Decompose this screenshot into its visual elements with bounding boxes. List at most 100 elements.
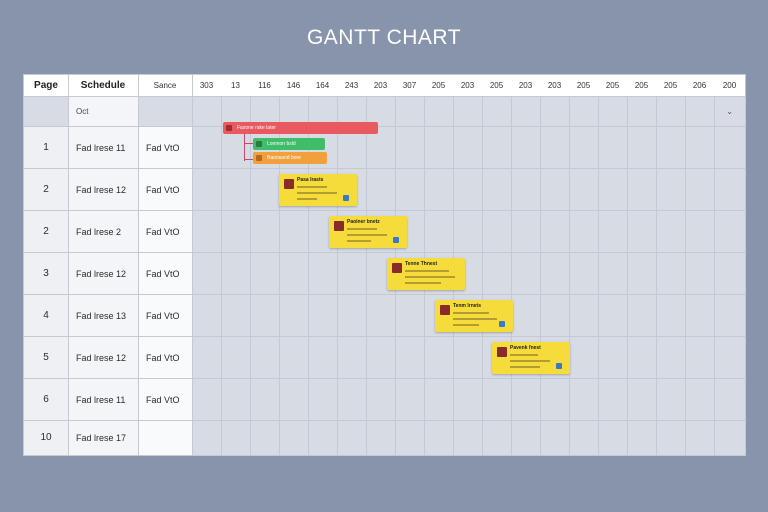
row-task: Fad lrese 12 xyxy=(76,185,127,195)
row-status: Fad VtO xyxy=(146,185,180,195)
task-bar-label: Lonmon bsld xyxy=(267,141,296,147)
row-status: Fad VtO xyxy=(146,143,180,153)
row-page: 2 xyxy=(43,184,49,195)
grid-line xyxy=(627,97,628,455)
row-page: 5 xyxy=(43,352,49,363)
row-status: Fad VtO xyxy=(146,353,180,363)
row-page: 2 xyxy=(43,226,49,237)
row-page: 1 xyxy=(43,142,49,153)
table-row[interactable]: 2 Fad lrese 12 Fad VtO xyxy=(24,169,745,211)
page-title: GANTT CHART xyxy=(306,26,462,49)
task-card[interactable]: Tenm lrnets xyxy=(435,300,513,332)
table-row[interactable]: 4 Fad lrese 13 Fad VtO xyxy=(24,295,745,337)
task-card[interactable]: Pasa lrasts xyxy=(279,174,357,206)
header-date: 307 xyxy=(402,81,417,90)
grid-line xyxy=(221,97,222,455)
task-bar[interactable]: Baonsand bore xyxy=(253,152,327,164)
task-card-icon xyxy=(334,221,344,231)
header-date: 116 xyxy=(258,81,271,90)
row-status: Fad VtO xyxy=(146,269,180,279)
grid-line xyxy=(366,97,367,455)
grid-line xyxy=(192,75,193,455)
header-page: Page xyxy=(34,80,58,91)
task-bar[interactable]: Faxone rake later xyxy=(223,122,378,134)
card-detail-line xyxy=(347,240,371,242)
grid-line xyxy=(482,97,483,455)
task-card-icon xyxy=(392,263,402,273)
task-card[interactable]: Tenne Thnest xyxy=(387,258,465,290)
task-card-title: Pasa lrasts xyxy=(297,177,324,183)
link-icon[interactable] xyxy=(499,321,505,327)
task-bar-label: Faxone rake later xyxy=(237,125,276,131)
task-card[interactable]: Paoiner bnetz xyxy=(329,216,407,248)
task-card-icon xyxy=(497,347,507,357)
card-detail-line xyxy=(347,234,387,236)
header-date: 206 xyxy=(692,81,707,90)
header-date: 203 xyxy=(547,81,562,90)
grid-line xyxy=(250,97,251,455)
card-detail-line xyxy=(510,360,550,362)
gantt-grid: Page Schedule Sance 303 13 116 146 164 2… xyxy=(23,74,746,456)
table-row[interactable]: 10 Fad lrese 17 xyxy=(24,421,745,455)
task-bar[interactable]: Lonmon bsld xyxy=(253,138,325,150)
header-date: 13 xyxy=(231,81,240,90)
dependency-connector xyxy=(244,159,254,160)
grid-line xyxy=(511,97,512,455)
task-card-icon xyxy=(284,179,294,189)
row-task: Fad lrese 17 xyxy=(76,433,127,443)
task-card-title: Tenm lrnets xyxy=(453,303,481,309)
row-status: Fad VtO xyxy=(146,395,180,405)
card-detail-line xyxy=(510,366,540,368)
page-column xyxy=(24,127,68,455)
row-task: Fad lrese 13 xyxy=(76,311,127,321)
card-detail-line xyxy=(347,228,377,230)
link-icon[interactable] xyxy=(556,363,562,369)
header-date: 205 xyxy=(489,81,504,90)
grid-line xyxy=(598,97,599,455)
task-card-title: Paoiner bnetz xyxy=(347,219,380,225)
card-detail-line xyxy=(453,324,479,326)
header-date: 205 xyxy=(576,81,591,90)
grid-line xyxy=(138,75,139,455)
chevron-down-icon[interactable]: ⌄ xyxy=(726,107,733,116)
task-icon xyxy=(256,155,262,161)
header-date: 203 xyxy=(373,81,388,90)
header-date: 243 xyxy=(344,81,359,90)
task-card-title: Tenne Thnest xyxy=(405,261,438,267)
card-detail-line xyxy=(405,270,449,272)
dependency-connector xyxy=(244,129,245,161)
grid-line xyxy=(279,97,280,455)
filter-select[interactable]: Oct xyxy=(76,107,89,116)
header-date: 146 xyxy=(286,81,301,90)
header-row: Page Schedule Sance 303 13 116 146 164 2… xyxy=(24,75,745,97)
row-task: Fad lrese 2 xyxy=(76,227,122,237)
row-page: 10 xyxy=(40,432,52,443)
row-task: Fad lrese 12 xyxy=(76,269,127,279)
table-row[interactable]: 1 Fad lrese 11 Fad VtO xyxy=(24,127,745,169)
grid-line xyxy=(337,97,338,455)
table-row[interactable]: 2 Fad lrese 2 Fad VtO xyxy=(24,211,745,253)
filter-row: Oct ⌄ xyxy=(24,97,745,127)
link-icon[interactable] xyxy=(343,195,349,201)
table-row[interactable]: 6 Fad lrese 11 Fad VtO xyxy=(24,379,745,421)
row-status: Fad VtO xyxy=(146,311,180,321)
task-card[interactable]: Pavenk fnest xyxy=(492,342,570,374)
card-detail-line xyxy=(453,312,489,314)
grid-line xyxy=(68,75,69,455)
card-detail-line xyxy=(510,354,538,356)
table-row[interactable]: 3 Fad lrese 12 Fad VtO xyxy=(24,253,745,295)
header-date: 205 xyxy=(431,81,446,90)
grid-line xyxy=(714,97,715,455)
row-task: Fad lrese 11 xyxy=(76,395,126,405)
grid-line xyxy=(569,97,570,455)
link-icon[interactable] xyxy=(393,237,399,243)
header-date: 205 xyxy=(663,81,678,90)
header-date: 164 xyxy=(315,81,330,90)
row-task: Fad lrese 11 xyxy=(76,143,126,153)
table-row[interactable]: 5 Fad lrese 12 Fad VtO xyxy=(24,337,745,379)
schedule-column xyxy=(68,97,138,455)
card-detail-line xyxy=(297,192,337,194)
task-card-title: Pavenk fnest xyxy=(510,345,541,351)
header-schedule: Schedule xyxy=(80,80,126,91)
header-date: 200 xyxy=(722,81,737,90)
